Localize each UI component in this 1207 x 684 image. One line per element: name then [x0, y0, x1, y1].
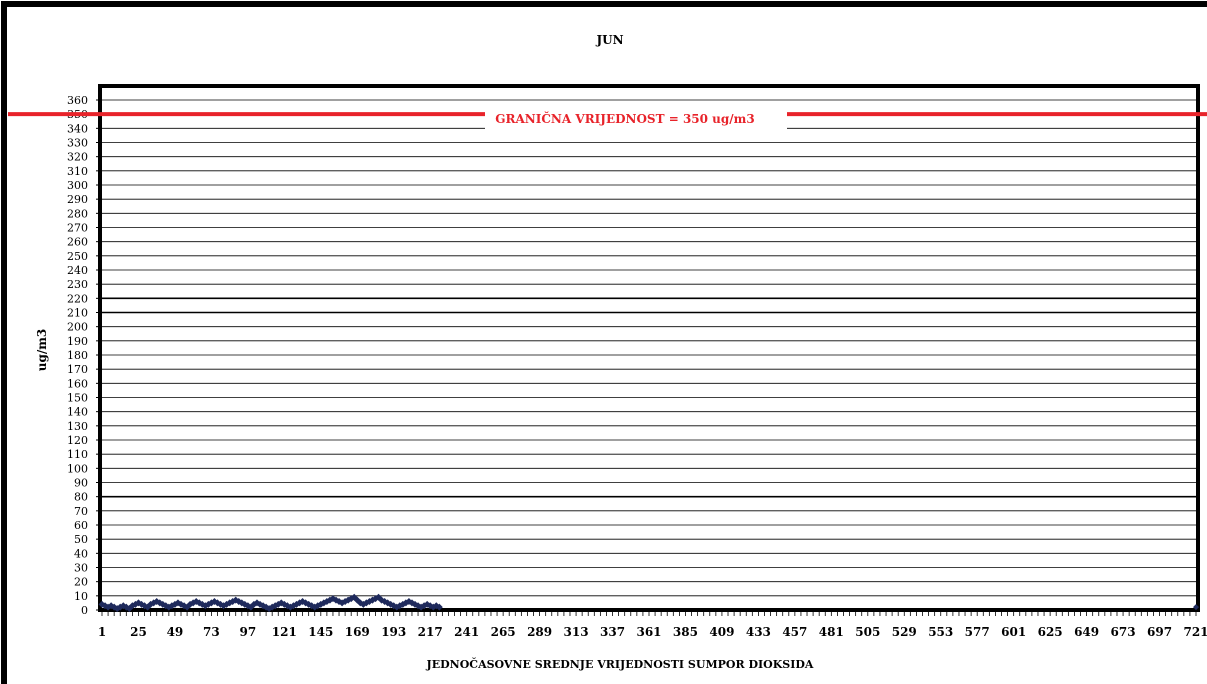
y-tick-label: 210: [67, 307, 88, 320]
limit-label-background: [485, 108, 787, 130]
x-tick-label: 145: [308, 625, 333, 639]
y-tick-label: 0: [81, 604, 88, 617]
x-tick-label: 313: [564, 625, 589, 639]
y-tick-label: 270: [67, 222, 88, 235]
grid-lines: [100, 99, 1198, 597]
x-tick-label: 361: [636, 625, 661, 639]
y-tick-label: 140: [67, 406, 88, 419]
x-tick-label: 529: [892, 625, 917, 639]
y-tick-label: 30: [74, 562, 88, 575]
x-tick-label: 385: [673, 625, 698, 639]
x-tick-label: 409: [709, 625, 734, 639]
x-tick-label: 265: [491, 625, 516, 639]
y-tick-label: 110: [67, 448, 88, 461]
y-tick-label: 40: [74, 547, 88, 560]
x-tick-label: 25: [130, 625, 147, 639]
plot-area-border: [98, 84, 1200, 612]
y-tick-label: 330: [67, 137, 88, 150]
x-tick-labels: 1 25 49 73 97 121 145 169 193 217 241 265 289 313 337 3…: [98, 610, 1207, 639]
y-tick-label: 180: [67, 349, 88, 362]
y-tick-label: 310: [67, 165, 88, 178]
y-tick-label: 100: [67, 462, 88, 475]
y-tick-label: 260: [67, 236, 88, 249]
x-tick-label: 649: [1074, 625, 1099, 639]
y-tick-label: 10: [74, 590, 88, 603]
y-tick-label: 240: [67, 264, 88, 277]
y-axis-title: ug/m3: [35, 329, 49, 372]
y-tick-label: 320: [67, 151, 88, 164]
x-tick-label: 697: [1147, 625, 1172, 639]
y-tick-label: 280: [67, 207, 88, 220]
x-tick-label: 721: [1183, 625, 1207, 639]
data-point: [250, 600, 258, 608]
x-tick-label: 457: [782, 625, 807, 639]
x-tick-label: 241: [454, 625, 479, 639]
y-tick-label: 60: [74, 519, 88, 532]
y-tick-label: 250: [67, 250, 88, 263]
y-tick-label: 230: [67, 278, 88, 291]
x-tick-label: 337: [600, 625, 625, 639]
y-tick-label: 90: [74, 477, 88, 490]
y-tick-label: 200: [67, 321, 88, 334]
y-tick-label: 150: [67, 392, 88, 405]
y-tick-label: 50: [74, 533, 88, 546]
x-tick-label: 505: [855, 625, 880, 639]
x-tick-label: 433: [746, 625, 771, 639]
x-tick-label: 1: [98, 625, 106, 639]
x-tick-label: 73: [203, 625, 220, 639]
x-tick-label: 217: [418, 625, 443, 639]
y-tick-label: 120: [67, 434, 88, 447]
x-tick-label: 673: [1111, 625, 1136, 639]
y-tick-label: 170: [67, 363, 88, 376]
y-tick-label: 300: [67, 179, 88, 192]
x-tick-label: 169: [345, 625, 370, 639]
data-point: [1193, 604, 1199, 611]
y-tick-label: 360: [67, 94, 88, 107]
x-tick-label: 625: [1038, 625, 1063, 639]
x-tick-label: 97: [240, 625, 257, 639]
x-tick-label: 193: [381, 625, 406, 639]
x-tick-label: 289: [527, 625, 552, 639]
x-tick-label: 577: [965, 625, 990, 639]
x-tick-label: 49: [167, 625, 184, 639]
y-tick-label: 160: [67, 377, 88, 390]
x-tick-label: 121: [272, 625, 297, 639]
y-tick-label: 70: [74, 505, 88, 518]
chart-title: JUN: [595, 33, 623, 47]
data-point: [435, 603, 443, 611]
x-tick-label: 481: [819, 625, 844, 639]
series-group: [98, 593, 1199, 613]
y-tick-label: 20: [74, 576, 88, 589]
limit-line-group: GRANIČNA VRIJEDNOST = 350 ug/m3: [8, 108, 1207, 130]
x-tick-label: 601: [1001, 625, 1026, 639]
y-tick-label: 290: [67, 193, 88, 206]
y-tick-label: 340: [67, 122, 88, 135]
y-tick-label: 220: [67, 292, 88, 305]
y-tick-label: 130: [67, 420, 88, 433]
y-tick-label: 80: [74, 491, 88, 504]
y-tick-label: 190: [67, 335, 88, 348]
x-axis-title: JEDNOČASOVNE SREDNJE VRIJEDNOSTI SUMPOR …: [426, 657, 814, 671]
limit-line-label: GRANIČNA VRIJEDNOST = 350 ug/m3: [495, 110, 754, 126]
x-tick-label: 553: [928, 625, 953, 639]
